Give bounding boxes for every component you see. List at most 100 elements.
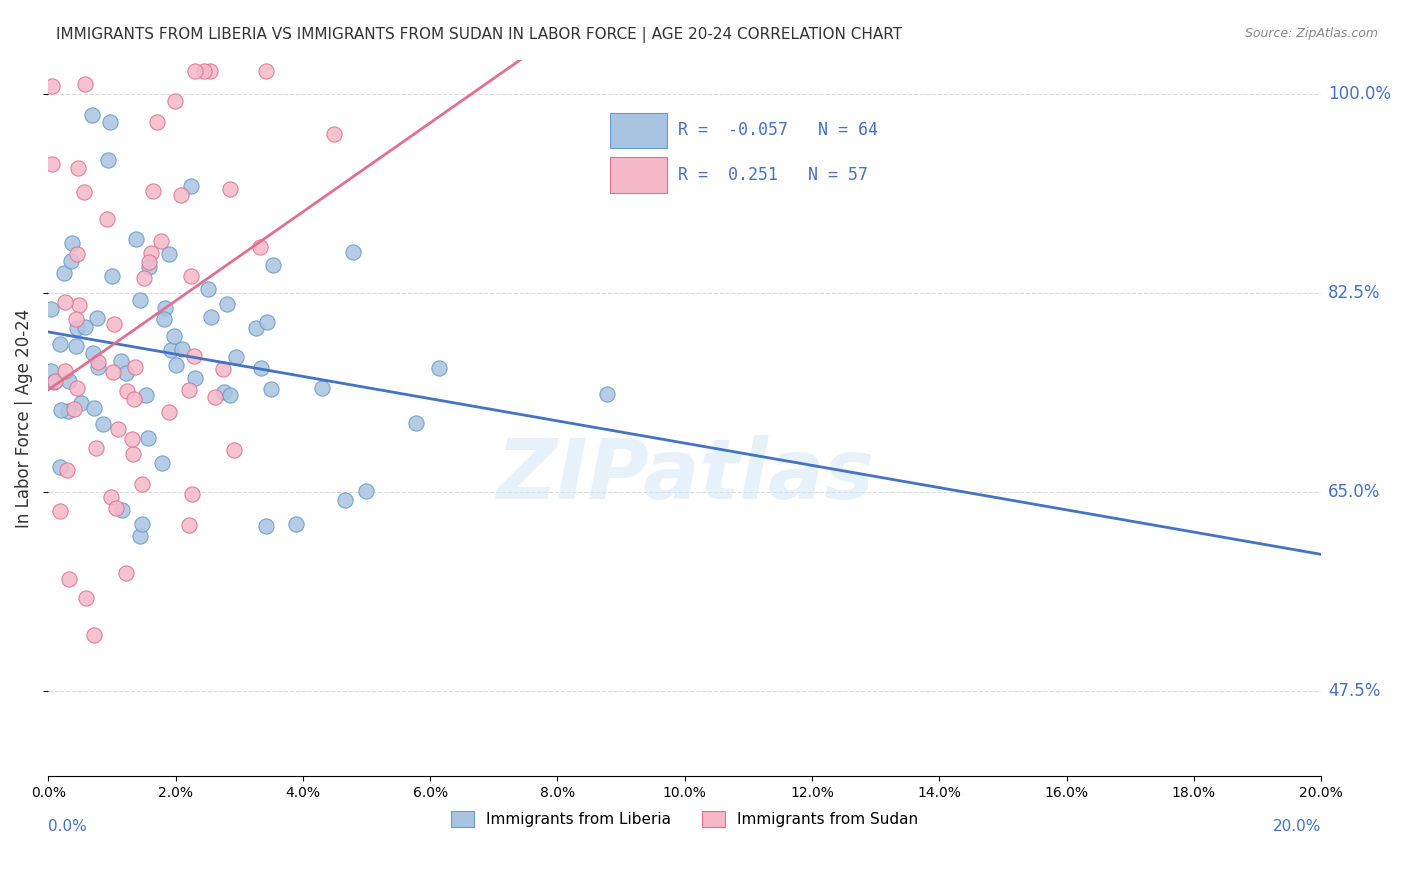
Point [84,441,107,455]
Point [249,240,271,254]
Point [170,188,193,202]
Point [124,359,146,374]
Point [170,342,193,356]
Point [342,245,364,260]
Point [262,258,284,272]
Point [181,487,204,501]
Point [218,182,240,196]
Point [75,591,97,605]
Text: 20.0%: 20.0% [1272,819,1322,834]
Point [82,346,104,360]
Point [153,311,176,326]
Point [100,269,122,284]
Point [256,315,278,329]
Point [82,108,104,122]
Point [86,310,108,325]
Point [125,232,148,246]
Point [212,361,235,376]
Point [53,295,76,310]
Point [184,64,207,78]
Point [115,384,138,398]
Point [44,374,66,388]
Point [427,361,450,376]
Point [41,301,63,316]
Point [128,293,150,308]
Point [115,566,138,581]
Point [138,260,160,275]
Text: ZIPatlas: ZIPatlas [496,434,873,516]
Point [67,161,90,175]
Point [200,310,222,325]
Point [73,185,96,199]
Point [98,115,121,129]
Point [149,234,172,248]
Point [131,477,153,491]
Point [150,457,173,471]
Text: 82.5%: 82.5% [1329,284,1381,301]
Point [128,529,150,543]
Point [56,404,79,418]
Point [179,517,201,532]
Point [250,361,273,376]
Point [212,385,235,400]
Point [254,64,277,78]
Legend: Immigrants from Liberia, Immigrants from Sudan: Immigrants from Liberia, Immigrants from… [446,805,924,833]
Text: 65.0%: 65.0% [1329,483,1381,500]
Point [197,282,219,296]
Point [284,516,307,531]
Point [180,269,202,284]
Point [83,401,105,416]
Point [53,364,76,378]
Point [111,503,134,517]
Point [58,375,80,389]
Point [225,351,247,365]
Point [204,391,226,405]
Point [177,384,200,398]
Point [41,157,63,171]
Text: 0.0%: 0.0% [48,819,87,834]
Point [122,392,145,406]
Point [198,64,221,78]
Point [322,127,344,141]
Point [405,417,427,431]
Point [157,246,180,260]
Point [131,516,153,531]
Point [162,328,184,343]
Point [596,387,619,401]
Point [60,254,83,268]
Point [193,64,215,78]
Point [60,236,83,251]
Point [103,317,125,331]
Point [165,358,187,372]
Point [354,483,377,498]
Point [121,432,143,446]
Point [41,363,63,377]
Point [311,381,333,395]
Point [67,298,90,312]
Point [75,319,97,334]
Point [65,312,87,326]
Point [52,267,75,281]
Point [56,463,79,477]
Point [138,254,160,268]
Point [245,321,267,335]
Y-axis label: In Labor Force | Age 20-24: In Labor Force | Age 20-24 [15,309,32,527]
Point [87,355,110,369]
Point [66,381,89,395]
Point [93,417,115,432]
Point [87,359,110,374]
Point [260,382,283,396]
Point [83,628,105,642]
Point [122,447,145,461]
Point [183,349,205,363]
Point [139,246,162,260]
Point [157,405,180,419]
Point [254,519,277,533]
Point [49,503,72,517]
Point [114,366,136,380]
Text: 100.0%: 100.0% [1329,85,1391,103]
Point [141,184,163,198]
Point [65,321,87,335]
Text: IMMIGRANTS FROM LIBERIA VS IMMIGRANTS FROM SUDAN IN LABOR FORCE | AGE 20-24 CORR: IMMIGRANTS FROM LIBERIA VS IMMIGRANTS FR… [56,27,903,43]
Point [159,343,181,357]
